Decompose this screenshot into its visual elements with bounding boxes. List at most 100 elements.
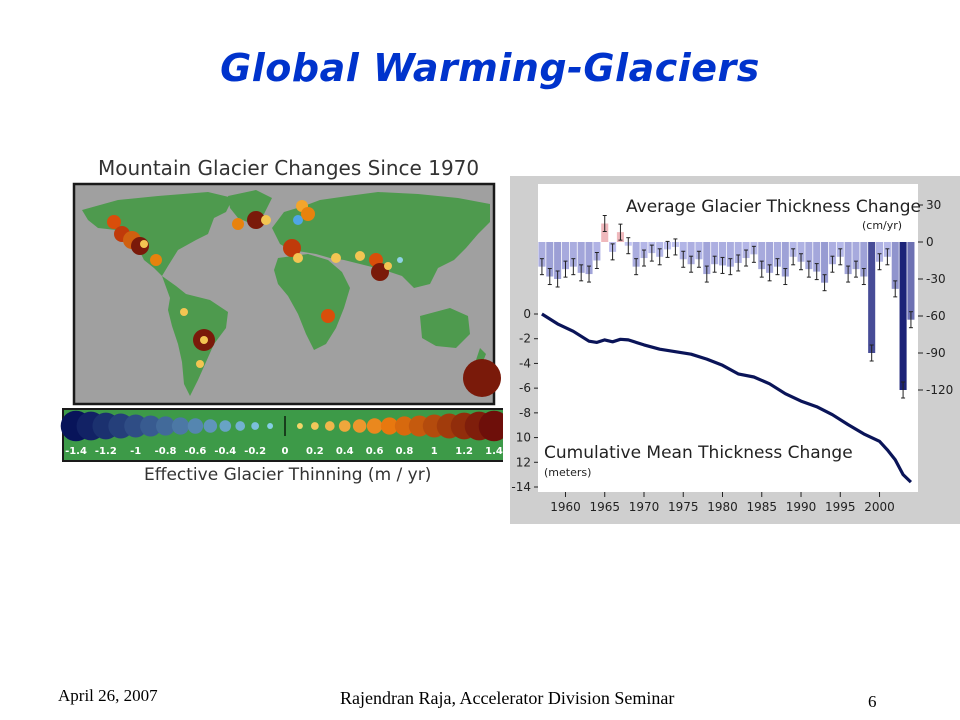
thickness-bar [632, 242, 640, 267]
thickness-bar [577, 242, 585, 273]
line-series-units: (meters) [544, 466, 591, 479]
thickness-bar [726, 242, 734, 267]
thickness-bar [899, 242, 907, 390]
colorbar-tick-label: -0.8 [155, 446, 177, 457]
colorbar-swatch [310, 422, 319, 430]
thickness-bar [891, 242, 899, 289]
thickness-bars [538, 215, 915, 399]
glacier-map-figure: Mountain Glacier Changes Since 1970 [60, 156, 503, 485]
colorbar-swatch [338, 420, 351, 432]
glacier-marker [150, 254, 162, 266]
left-axis-tick-label: 0 [523, 307, 531, 321]
colorbar-swatch [267, 423, 274, 429]
glacier-marker [200, 336, 208, 344]
x-axis-tick-label: 1995 [825, 500, 856, 514]
glacier-marker [261, 215, 271, 225]
glacier-marker [293, 253, 303, 263]
colorbar-tick-label: 0.2 [306, 446, 324, 457]
line-series-title: Cumulative Mean Thickness Change [544, 443, 853, 463]
colorbar-label: Effective Glacier Thinning (m / yr) [144, 465, 431, 485]
thickness-bar [734, 242, 742, 263]
colorbar-swatches [60, 410, 503, 442]
footer-date: April 26, 2007 [58, 686, 158, 705]
cumulative-line-layer [541, 312, 913, 484]
thickness-bar [868, 242, 876, 353]
colorbar-tick-label: -0.6 [184, 446, 206, 457]
colorbar-tick-label: 0 [282, 446, 289, 457]
colorbar-swatch [124, 414, 148, 438]
glacier-markers [107, 200, 501, 397]
left-axis-tick-label: -6 [519, 381, 531, 395]
bar-series-title: Average Glacier Thickness Change [626, 197, 921, 217]
colorbar-swatch [296, 423, 303, 429]
thickness-bar [805, 242, 813, 270]
colorbar-tick-label: -0.2 [244, 446, 266, 457]
eurasia-landmass [272, 192, 490, 288]
colorbar-swatch [380, 417, 399, 435]
thickness-bar [797, 242, 805, 262]
left-axis-tick-label: -4 [519, 356, 531, 370]
africa-landmass [274, 254, 350, 350]
x-axis-tick-label: 1975 [668, 500, 699, 514]
thickness-bar [546, 242, 554, 277]
colorbar-swatch [235, 421, 246, 431]
glacier-marker [107, 215, 121, 229]
thickness-bar [758, 242, 766, 270]
x-axis-tick-label: 1990 [786, 500, 817, 514]
bar-series-units: (cm/yr) [862, 219, 902, 232]
thickness-bar [773, 242, 781, 267]
right-axis-tick-label: -120 [926, 383, 953, 397]
colorbar-swatch [219, 420, 232, 432]
thickness-bar [695, 242, 703, 260]
thickness-bar [860, 242, 868, 277]
thickness-bar [821, 242, 829, 283]
colorbar-tick-label: 0.8 [396, 446, 414, 457]
thickness-bar [679, 242, 687, 260]
glacier-marker [232, 218, 244, 230]
cumulative-thickness-line [541, 312, 913, 484]
x-axis-tick-label: 1965 [589, 500, 620, 514]
thickness-bar [813, 242, 821, 272]
right-axis-tick-label: 30 [926, 198, 941, 212]
colorbar-swatch [187, 418, 204, 434]
map-panel-title: Mountain Glacier Changes Since 1970 [98, 156, 479, 180]
thickness-bar [852, 242, 860, 270]
left-axis-tick-label: -2 [519, 332, 531, 346]
thickness-bar [718, 242, 727, 266]
left-axis-tick-label: -8 [519, 406, 531, 420]
colorbar-tick-label: 0.4 [336, 446, 354, 457]
glacier-marker [463, 359, 501, 397]
left-axis-tick-label: -14 [511, 480, 531, 494]
thickness-bar [711, 242, 719, 265]
world-map [72, 182, 496, 406]
colorbar-tick-label: -1.2 [95, 446, 117, 457]
glacier-marker [140, 240, 148, 248]
colorbar-tick-label: -1 [130, 446, 141, 457]
thickness-bar [593, 242, 601, 261]
right-axis-tick-label: -30 [926, 272, 946, 286]
colorbar-tick-label: -1.4 [65, 446, 87, 457]
thickness-bar [554, 242, 562, 279]
glacier-marker [321, 309, 335, 323]
glacier-marker [180, 308, 188, 316]
right-axis-tick-label: 0 [926, 235, 934, 249]
glacier-marker [397, 257, 403, 263]
thickness-bar [766, 242, 774, 273]
thickness-bar [875, 242, 884, 262]
x-axis-tick-label: 1960 [550, 500, 581, 514]
colorbar-swatch [251, 422, 260, 430]
glacier-marker [384, 262, 392, 270]
colorbar-swatch [478, 410, 503, 442]
left-axis-ticks: 0 -2 -4 -6 -8 10 12 -14 [511, 307, 538, 494]
colorbar-tick-label: 1 [431, 446, 438, 457]
thickness-bar [703, 242, 711, 275]
thickness-bar [585, 242, 593, 275]
page-number: 6 [868, 692, 877, 711]
slide-title: Global Warming-Glaciers [220, 46, 760, 90]
colorbar-swatch [155, 416, 176, 436]
thickness-bar [828, 242, 836, 265]
x-axis-tick-label: 1980 [707, 500, 738, 514]
colorbar-swatch [140, 415, 162, 437]
x-axis-tick-label: 1970 [629, 500, 660, 514]
